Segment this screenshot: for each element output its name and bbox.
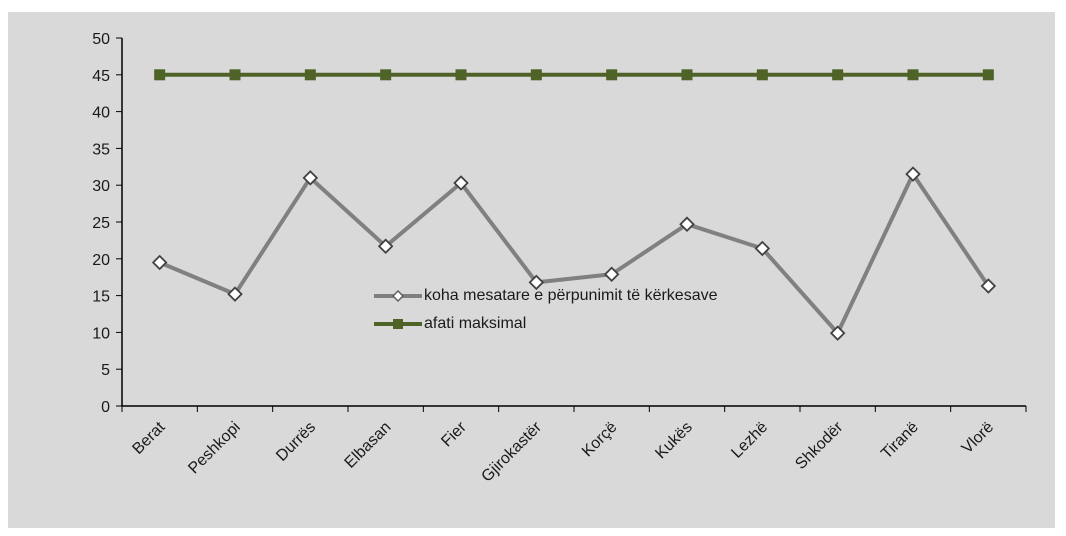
y-tick-label: 10 xyxy=(92,325,110,342)
y-tick-label: 5 xyxy=(101,362,110,379)
data-point xyxy=(227,286,243,302)
data-point xyxy=(377,238,394,255)
data-point xyxy=(229,69,241,81)
data-point xyxy=(905,166,921,182)
x-tick-label: Berat xyxy=(129,418,168,457)
axes xyxy=(116,37,1027,412)
y-tick-label: 0 xyxy=(101,399,110,416)
data-point xyxy=(603,266,620,283)
x-tick-label: Elbasan xyxy=(342,419,395,472)
x-tick-label: Vlorë xyxy=(959,419,998,458)
data-point xyxy=(302,170,319,186)
legend-key-max-deadline xyxy=(372,314,424,334)
data-point xyxy=(679,216,695,232)
data-point xyxy=(530,69,542,81)
y-tick-label: 40 xyxy=(92,105,110,122)
x-tick-label: Gjirokastër xyxy=(478,418,545,485)
y-tick-label: 50 xyxy=(92,31,110,48)
data-point xyxy=(829,325,846,341)
data-point xyxy=(832,69,844,81)
x-tick-label: Lezhë xyxy=(728,419,771,462)
data-point xyxy=(453,175,469,191)
y-tick-label: 35 xyxy=(92,141,110,158)
y-tick-label: 30 xyxy=(92,178,110,195)
series-line-0 xyxy=(158,172,990,336)
y-tick-label: 25 xyxy=(92,215,110,232)
data-point xyxy=(455,69,467,81)
legend-item-processing-time: koha mesatare e përpunimit të kërkesave xyxy=(372,286,732,306)
y-tick-label: 20 xyxy=(92,252,110,269)
legend-item-max-deadline: afati maksimal xyxy=(372,314,732,334)
legend: koha mesatare e përpunimit të kërkesave … xyxy=(372,286,732,342)
x-tick-label: Durrës xyxy=(273,419,319,465)
data-point xyxy=(606,69,618,81)
series-layer xyxy=(151,69,997,341)
data-point xyxy=(754,240,771,257)
data-point xyxy=(907,69,919,81)
legend-label-max-deadline: afati maksimal xyxy=(424,315,527,332)
legend-key-processing-time xyxy=(372,286,424,306)
data-point xyxy=(528,274,545,291)
data-point xyxy=(380,69,392,81)
y-tick-label: 45 xyxy=(92,68,110,85)
x-tick-label: Kukës xyxy=(652,419,695,462)
data-point xyxy=(151,254,168,271)
tick-labels: 0 5 10 15 20 25 30 35 40 45 50 Berat Peshkopi Durrës E… xyxy=(92,31,997,486)
x-tick-label: Fier xyxy=(438,418,470,450)
data-point xyxy=(756,69,768,81)
data-point xyxy=(304,69,316,81)
y-tick-label: 15 xyxy=(92,289,110,306)
legend-label-processing-time: koha mesatare e përpunimit të kërkesave xyxy=(424,287,718,304)
data-point xyxy=(980,278,997,294)
x-tick-label: Shkodër xyxy=(792,418,847,473)
data-point xyxy=(982,69,994,81)
data-point xyxy=(154,69,166,81)
x-tick-label: Peshkopi xyxy=(185,419,244,478)
x-tick-label: Korçë xyxy=(579,419,621,461)
x-tick-label: Tiranë xyxy=(878,419,922,463)
data-point xyxy=(681,69,693,81)
